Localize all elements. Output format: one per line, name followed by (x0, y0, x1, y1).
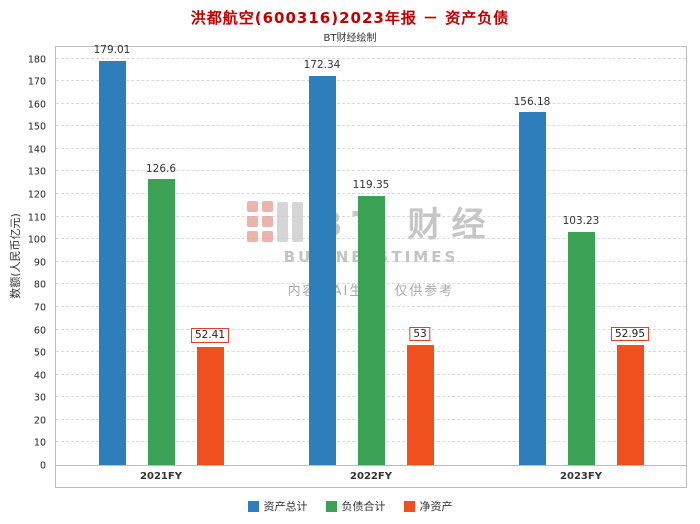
y-tick-label: 20 (33, 415, 46, 427)
y-axis: 0 10 20 30 40 50 60 70 80 90 100 110 120 130 140 150 160… (0, 46, 52, 471)
x-category-label-2023FY: 2023FY (560, 471, 602, 482)
y-tick-label: 90 (33, 257, 46, 269)
y-tick-label: 140 (27, 144, 46, 156)
bar-value-label: 172.34 (303, 59, 341, 72)
bar-slot: 172.34 (304, 47, 340, 465)
legend-swatch-icon (325, 500, 337, 512)
y-tick-label: 120 (27, 189, 46, 201)
gridline (56, 147, 686, 149)
y-tick-label: 50 (33, 347, 46, 359)
bar-净资产-2023FY (616, 345, 644, 465)
bar-value-label: 52.41 (190, 328, 230, 343)
gridline (56, 193, 686, 195)
bar-group-2022FY: 172.34 119.35 53 (266, 47, 476, 465)
y-tick-label: 160 (27, 99, 46, 111)
y-tick-label: 100 (27, 234, 46, 246)
legend-label: 净资产 (419, 500, 453, 513)
plot-area: BT 财经 BUSINESSTIMES 内容由AI生成，仅供参考 179.011… (55, 44, 687, 466)
bar-group-2023FY: 156.18 103.23 52.95 (476, 47, 686, 465)
bar-value-label: 156.18 (513, 95, 551, 108)
x-axis: 2021FY 2022FY 2023FY (55, 466, 687, 488)
bar-负债合计-2023FY (567, 231, 595, 465)
legend-label: 资产总计 (263, 500, 308, 513)
gridline (56, 170, 686, 172)
chart-title: 洪都航空(600316)2023年报 － 资产负债 (190, 9, 510, 27)
legend-swatch-icon (247, 500, 259, 512)
y-tick-label: 30 (33, 392, 46, 404)
bar-slot: 179.01 (94, 44, 130, 465)
bar-净资产-2022FY (406, 345, 434, 465)
bar-slot: 119.35 (353, 47, 389, 465)
y-tick-label: 180 (27, 54, 46, 66)
bar-slot: 52.41 (190, 47, 230, 465)
bar-groups: 179.01 126.6 52.41 172.34 119.35 53 156.18 103.… (56, 44, 686, 465)
bar-slot: 53 (406, 47, 434, 465)
x-category-label-2022FY: 2022FY (350, 471, 392, 482)
y-tick-label: 150 (27, 121, 46, 133)
x-category-label-2021FY: 2021FY (140, 471, 182, 482)
y-tick-label: 60 (33, 325, 46, 337)
bar-slot: 52.95 (610, 47, 650, 465)
bar-净资产-2021FY (196, 346, 224, 465)
bar-负债合计-2021FY (147, 179, 175, 465)
y-tick-label: 80 (33, 279, 46, 291)
chart-subtitle: BT财经绘制 (323, 33, 377, 44)
gridline (56, 125, 686, 127)
bar-资产总计-2022FY (308, 75, 336, 465)
legend-label: 负债合计 (341, 500, 386, 513)
y-tick-label: 170 (27, 76, 46, 88)
y-tick-label: 40 (33, 370, 46, 382)
gridline (56, 80, 686, 82)
bar-value-label: 119.35 (352, 178, 390, 191)
legend-swatch-icon (403, 500, 415, 512)
bar-slot: 156.18 (514, 47, 550, 465)
y-tick-label: 130 (27, 166, 46, 178)
legend-item-资产总计[interactable]: 资产总计 (247, 498, 308, 514)
bar-value-label: 126.6 (145, 162, 177, 175)
y-tick-label: 10 (33, 437, 46, 449)
bar-value-label: 103.23 (562, 215, 600, 228)
bar-资产总计-2023FY (518, 112, 546, 465)
y-tick-label: 70 (33, 302, 46, 314)
legend-item-净资产[interactable]: 净资产 (403, 498, 453, 514)
legend-item-负债合计[interactable]: 负债合计 (325, 498, 386, 514)
y-tick-label: 110 (27, 212, 46, 224)
gridline (56, 102, 686, 104)
gridline (56, 57, 686, 59)
bar-slot: 126.6 (145, 47, 177, 465)
bar-group-2021FY: 179.01 126.6 52.41 (56, 44, 266, 465)
bar-value-label: 179.01 (93, 44, 131, 57)
bar-value-label: 53 (409, 326, 431, 342)
bar-负债合计-2022FY (357, 195, 385, 465)
y-tick-label: 0 (39, 460, 46, 472)
bar-value-label: 52.95 (610, 326, 650, 342)
legend: 资产总计 负债合计 净资产 (0, 498, 700, 514)
bar-slot: 103.23 (563, 47, 599, 465)
bar-资产总计-2021FY (98, 60, 126, 465)
